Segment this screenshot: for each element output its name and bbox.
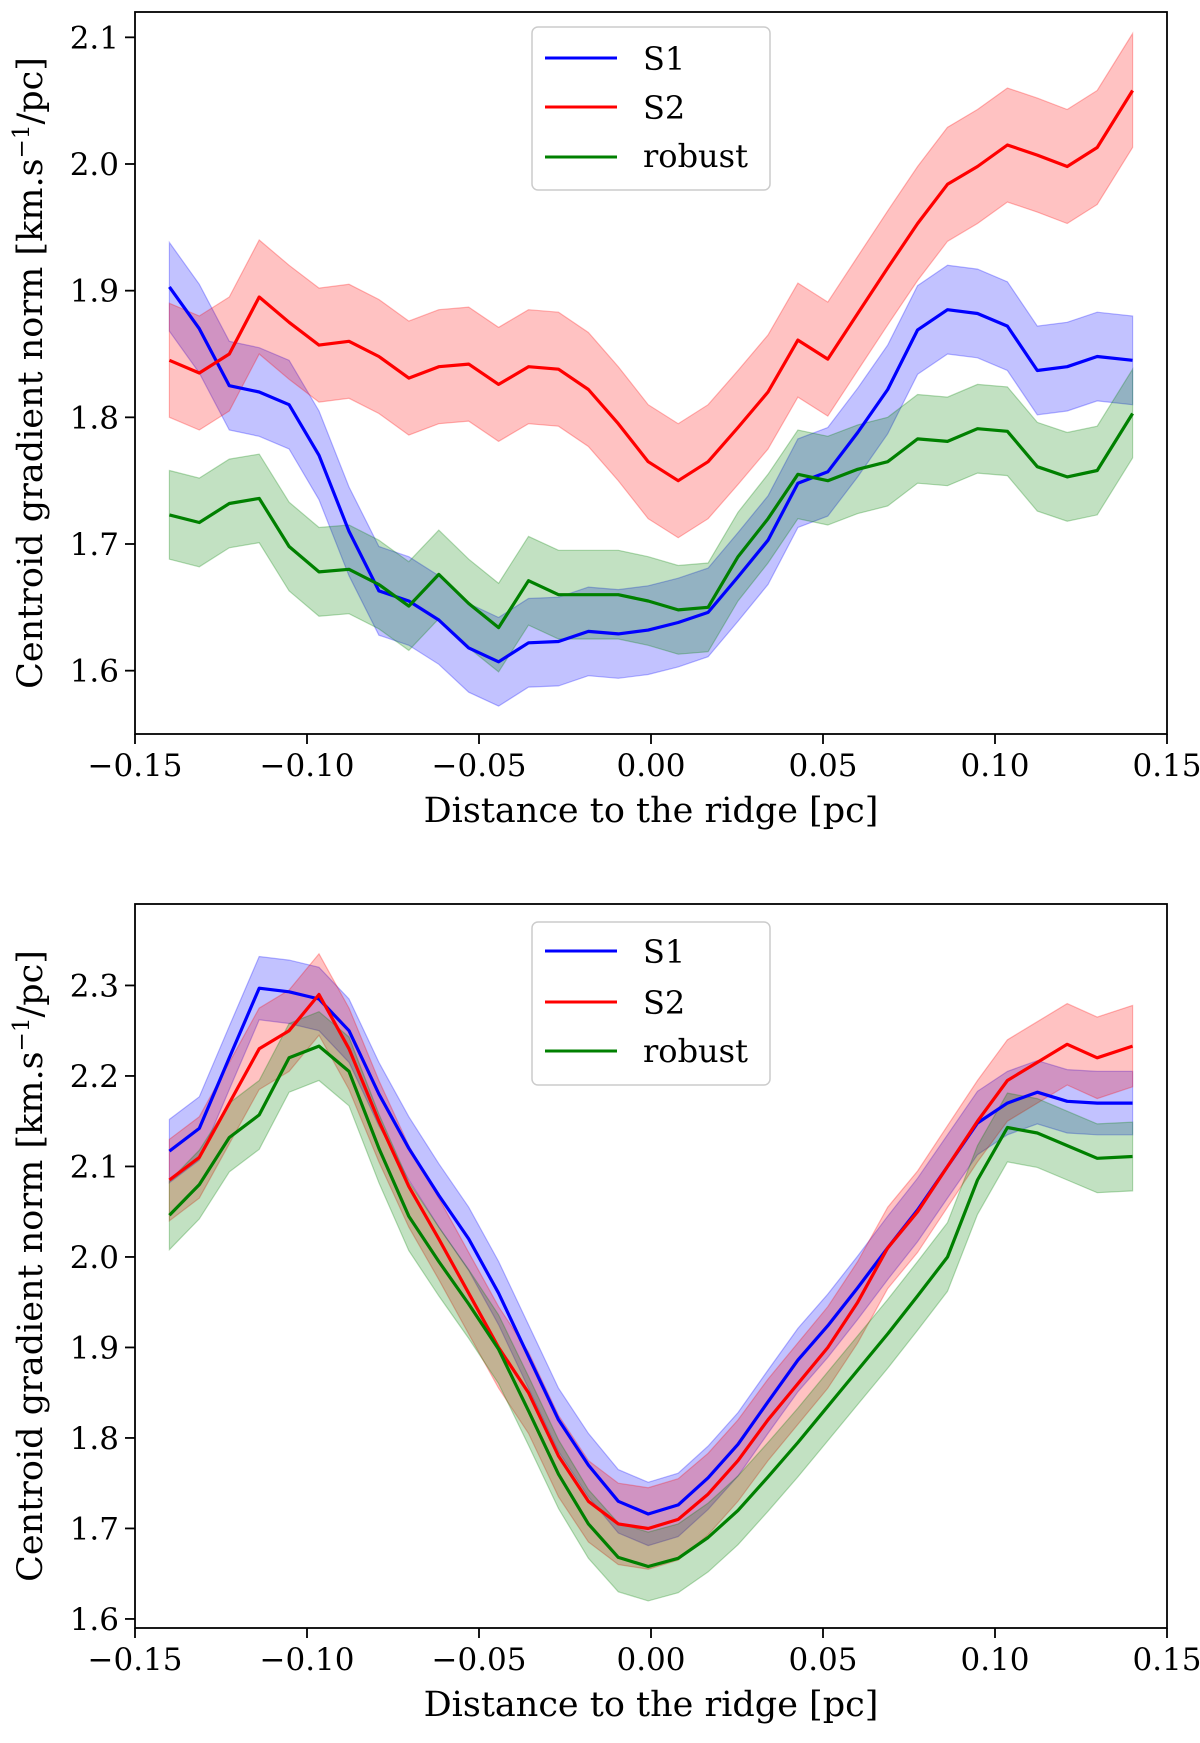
top-y-label-tail: /pc] <box>11 57 51 124</box>
bottom-y-tick-label: 1.9 <box>70 1330 119 1366</box>
top-x-tick-label: −0.15 <box>88 748 183 784</box>
bottom-panel: −0.15 −0.10 −0.05 0.00 0.05 0.10 0.15 1.61.71.… <box>9 903 1200 1725</box>
bottom-confidence-bands <box>168 952 1134 1602</box>
bottom-x-tick-label: 0.10 <box>960 1642 1029 1678</box>
top-legend-label-robust: robust <box>643 137 748 175</box>
top-legend-label-s1: S1 <box>643 40 685 78</box>
bottom-y-tick-label: 2.1 <box>70 1149 119 1185</box>
bottom-legend-label-robust: robust <box>643 1032 748 1070</box>
top-y-label-main: Centroid gradient norm [km.s <box>11 158 51 688</box>
bottom-x-tick-label: −0.10 <box>260 1642 355 1678</box>
top-y-label-sup: −1 <box>9 125 35 159</box>
top-y-tick-label: 1.8 <box>70 400 119 436</box>
bottom-y-tick-label: 2.2 <box>70 1059 119 1095</box>
top-y-ticks: 1.6 1.7 1.8 1.9 2.0 2.1 <box>70 20 135 690</box>
bottom-y-tick-label: 1.8 <box>70 1421 119 1457</box>
top-y-tick-label: 1.7 <box>70 527 119 563</box>
bottom-legend: S1 S2 robust <box>531 921 771 1086</box>
top-x-tick-label: 0.05 <box>788 748 857 784</box>
top-x-tick-label: −0.05 <box>432 748 527 784</box>
bottom-y-tick-label: 1.6 <box>70 1602 119 1638</box>
bottom-line-s2 <box>168 992 1134 1531</box>
bottom-x-tick-label: 0.05 <box>788 1642 857 1678</box>
bottom-band-s1 <box>168 955 1134 1547</box>
top-legend-box <box>531 26 771 191</box>
bottom-series-lines <box>168 986 1134 1569</box>
bottom-x-axis-label: Distance to the ridge [pc] <box>424 1685 879 1725</box>
bottom-band-s2 <box>168 952 1134 1570</box>
top-x-tick-label: 0.10 <box>960 748 1029 784</box>
bottom-x-ticks: −0.15 −0.10 −0.05 0.00 0.05 0.10 0.15 <box>88 1628 1200 1678</box>
bottom-legend-box <box>531 921 771 1086</box>
top-line-robust <box>169 412 1134 630</box>
bottom-y-label-tail: /pc] <box>11 950 51 1017</box>
bottom-x-tick-label: 0.00 <box>616 1642 685 1678</box>
top-x-axis-label: Distance to the ridge [pc] <box>424 791 879 831</box>
top-x-tick-label: −0.10 <box>260 748 355 784</box>
top-band-s2 <box>168 31 1134 539</box>
top-y-tick-label: 1.6 <box>70 654 119 690</box>
top-x-tick-label: 0.15 <box>1132 748 1200 784</box>
bottom-legend-label-s1: S1 <box>643 933 685 971</box>
bottom-line-robust <box>168 1044 1133 1569</box>
top-y-tick-label: 1.9 <box>70 274 119 310</box>
top-y-axis-label: Centroid gradient norm [km.s−1/pc] <box>9 57 51 689</box>
top-x-tick-label: 0.00 <box>616 748 685 784</box>
top-line-s1 <box>168 285 1133 664</box>
bottom-y-tick-label: 2.3 <box>70 968 119 1004</box>
bottom-x-tick-label: −0.15 <box>88 1642 183 1678</box>
top-y-tick-label: 2.0 <box>70 147 119 183</box>
bottom-y-label-main: Centroid gradient norm [km.s <box>11 1051 51 1581</box>
top-series-lines <box>168 89 1134 664</box>
bottom-legend-label-s2: S2 <box>643 984 685 1022</box>
bottom-y-ticks: 1.6 1.7 1.8 1.9 2.0 2.1 2.2 2.3 <box>70 968 135 1638</box>
top-x-ticks: −0.15 −0.10 −0.05 0.00 0.05 0.10 0.15 <box>88 734 1200 784</box>
top-panel: −0.15 −0.10 −0.05 0.00 0.05 0.10 0.15 1.61.71.… <box>9 11 1200 831</box>
bottom-y-label-sup: −1 <box>9 1018 35 1052</box>
bottom-y-tick-label: 2.0 <box>70 1240 119 1276</box>
bottom-x-tick-label: 0.15 <box>1132 1642 1200 1678</box>
bottom-y-tick-label: 1.7 <box>70 1511 119 1547</box>
top-line-s2 <box>168 89 1134 483</box>
top-band-s1 <box>168 240 1134 707</box>
top-legend-label-s2: S2 <box>643 89 685 127</box>
top-legend: S1 S2 robust <box>531 26 771 191</box>
bottom-band-robust <box>168 1011 1134 1602</box>
bottom-x-tick-label: −0.05 <box>432 1642 527 1678</box>
top-y-tick-label: 2.1 <box>70 20 119 56</box>
bottom-y-axis-label: Centroid gradient norm [km.s−1/pc] <box>9 950 51 1582</box>
